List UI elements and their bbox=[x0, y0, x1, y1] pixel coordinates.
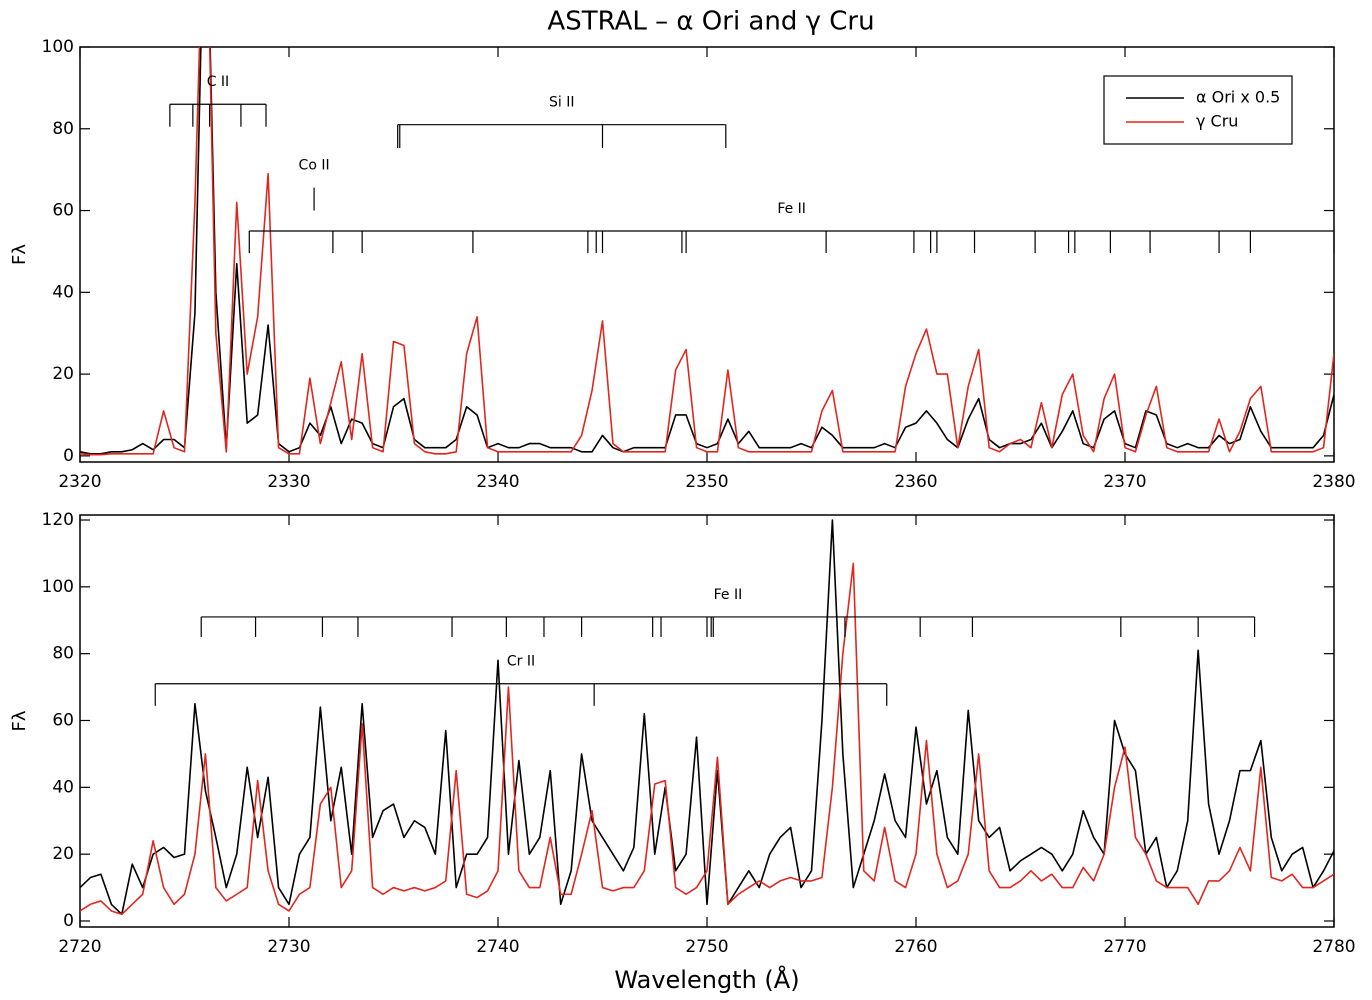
x-tick-label: 2750 bbox=[685, 937, 728, 957]
y-tick-label: 20 bbox=[52, 844, 74, 864]
x-tick-label: 2360 bbox=[894, 472, 937, 492]
y-axis-label: Fλ bbox=[9, 244, 30, 265]
y-tick-label: 100 bbox=[42, 37, 74, 57]
spectrum-line bbox=[80, 562, 1334, 916]
y-tick-label: 80 bbox=[52, 119, 74, 139]
plot-lines bbox=[80, 47, 1334, 456]
y-tick-label: 40 bbox=[52, 777, 74, 797]
legend-box bbox=[1103, 75, 1293, 145]
x-tick-label: 2340 bbox=[476, 472, 519, 492]
y-tick-label: 60 bbox=[52, 201, 74, 221]
y-tick-label: 20 bbox=[52, 364, 74, 384]
chart-title: ASTRAL – α Ori and γ Cru bbox=[547, 7, 874, 37]
line-id-label: Cr II bbox=[507, 654, 535, 670]
line-id-label: Fe II bbox=[714, 587, 743, 603]
x-tick-label: 2740 bbox=[476, 937, 519, 957]
line-id-label: Fe II bbox=[777, 201, 806, 217]
y-tick-label: 40 bbox=[52, 282, 74, 302]
spectrum-line bbox=[80, 47, 1334, 456]
x-tick-label: 2350 bbox=[685, 472, 728, 492]
x-tick-label: 2380 bbox=[1312, 472, 1355, 492]
x-tick-label: 2720 bbox=[58, 937, 101, 957]
x-tick-label: 2760 bbox=[894, 937, 937, 957]
y-tick-label: 80 bbox=[52, 644, 74, 664]
y-tick-label: 0 bbox=[63, 911, 74, 931]
y-tick-label: 0 bbox=[63, 446, 74, 466]
x-tick-label: 2320 bbox=[58, 472, 101, 492]
spectrum-line bbox=[80, 47, 1334, 455]
x-tick-label: 2370 bbox=[1103, 472, 1146, 492]
x-tick-label: 2330 bbox=[267, 472, 310, 492]
line-id-label: C II bbox=[207, 74, 229, 90]
legend-label: γ Cru bbox=[1196, 112, 1238, 131]
y-tick-label: 100 bbox=[42, 577, 74, 597]
line-id-label: Si II bbox=[549, 95, 574, 111]
x-axis-label: Wavelength (Å) bbox=[614, 965, 799, 994]
line-id-label: Co II bbox=[299, 158, 330, 174]
x-tick-label: 2770 bbox=[1103, 937, 1146, 957]
y-axis-label: Fλ bbox=[9, 710, 30, 731]
x-tick-label: 2780 bbox=[1312, 937, 1355, 957]
y-tick-label: 60 bbox=[52, 710, 74, 730]
x-tick-label: 2730 bbox=[267, 937, 310, 957]
legend-label: α Ori x 0.5 bbox=[1196, 88, 1280, 107]
plot-lines bbox=[80, 519, 1334, 916]
y-tick-label: 120 bbox=[42, 510, 74, 530]
